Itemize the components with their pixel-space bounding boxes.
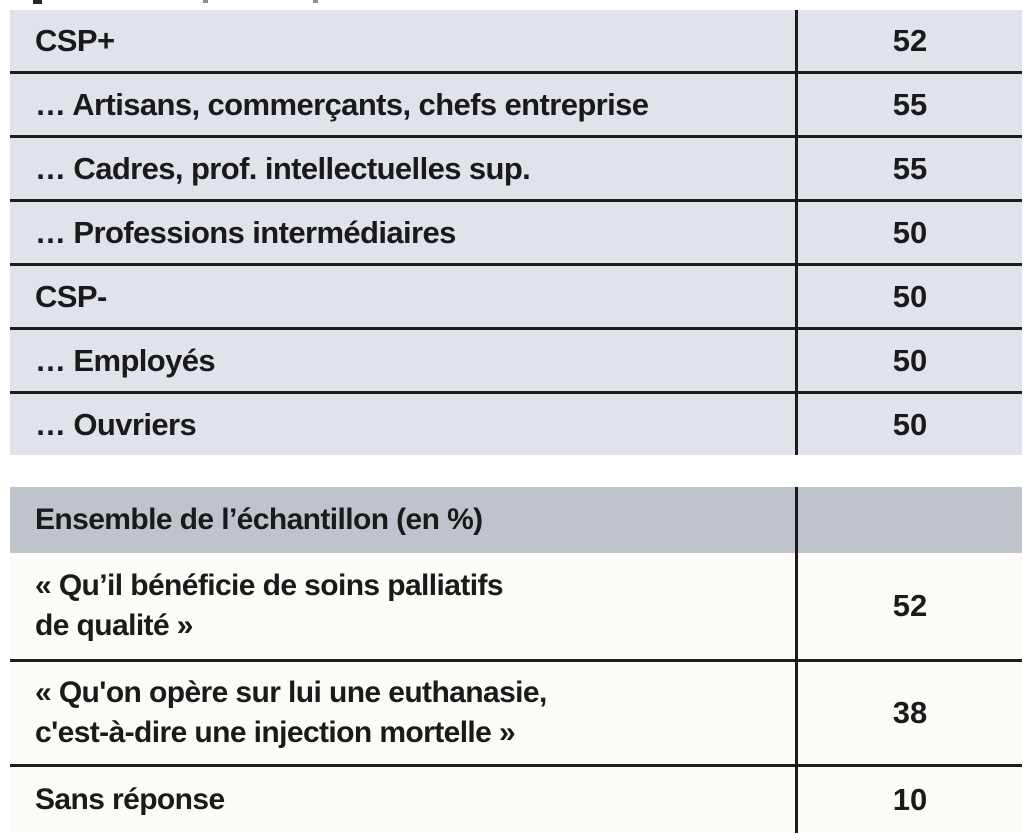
crop-artifact (313, 0, 318, 3)
table-header-label: Ensemble de l’échantillon (en %) (35, 503, 483, 536)
row-label: Sans réponse (10, 767, 795, 833)
value-cell: 55 (795, 138, 1022, 199)
table-row: … Professions intermédiaires 50 (10, 199, 1022, 263)
row-label-line: « Qu’il bénéficie de soins palliatifs (35, 569, 504, 602)
row-label: … Cadres, prof. intellectuelles sup. (35, 150, 531, 186)
table-row: CSP- 50 (10, 263, 1022, 327)
value-cell: 50 (795, 266, 1022, 327)
table-row: CSP+ 52 (10, 10, 1022, 71)
row-label: « Qu'on opère sur lui une euthanasie, c'… (10, 662, 795, 764)
value-cell: 52 (795, 553, 1022, 659)
results-table: Ensemble de l’échantillon (en %) « Qu’il… (10, 487, 1022, 833)
table-header-row: Ensemble de l’échantillon (en %) (10, 487, 1022, 553)
value-cell: 50 (795, 394, 1022, 455)
table-row: … Employés 50 (10, 327, 1022, 391)
table-header-value-cell (795, 487, 1022, 553)
value-cell: 55 (795, 74, 1022, 135)
value-cell: 38 (795, 662, 1022, 764)
row-label: … Employés (35, 342, 216, 378)
row-label-line: c'est-à-dire une injection mortelle » (35, 716, 516, 749)
demographics-table: CSP+ 52 … Artisans, commerçants, chefs e… (10, 10, 1022, 455)
table-row: … Ouvriers 50 (10, 391, 1022, 455)
row-label: « Qu’il bénéficie de soins palliatifs de… (10, 553, 795, 659)
table-row: « Qu'on opère sur lui une euthanasie, c'… (10, 662, 1022, 767)
row-label: CSP+ (35, 22, 115, 58)
row-label-line: « Qu'on opère sur lui une euthanasie, (35, 676, 547, 709)
row-label: … Artisans, commerçants, chefs entrepris… (35, 86, 649, 122)
value-cell: 52 (795, 10, 1022, 71)
value-cell: 50 (795, 202, 1022, 263)
row-label: … Ouvriers (35, 406, 197, 442)
table-row: … Artisans, commerçants, chefs entrepris… (10, 71, 1022, 135)
table-row: Sans réponse 10 (10, 767, 1022, 833)
row-label: CSP- (35, 278, 107, 314)
row-label: … Professions intermédiaires (35, 214, 456, 250)
crop-artifact (33, 0, 42, 4)
row-label-line: de qualité » (35, 609, 193, 642)
value-cell: 10 (795, 767, 1022, 833)
row-label-line: Sans réponse (35, 783, 225, 816)
crop-artifact (203, 0, 208, 3)
table-row: … Cadres, prof. intellectuelles sup. 55 (10, 135, 1022, 199)
value-cell: 50 (795, 330, 1022, 391)
table-row: « Qu’il bénéficie de soins palliatifs de… (10, 553, 1022, 662)
